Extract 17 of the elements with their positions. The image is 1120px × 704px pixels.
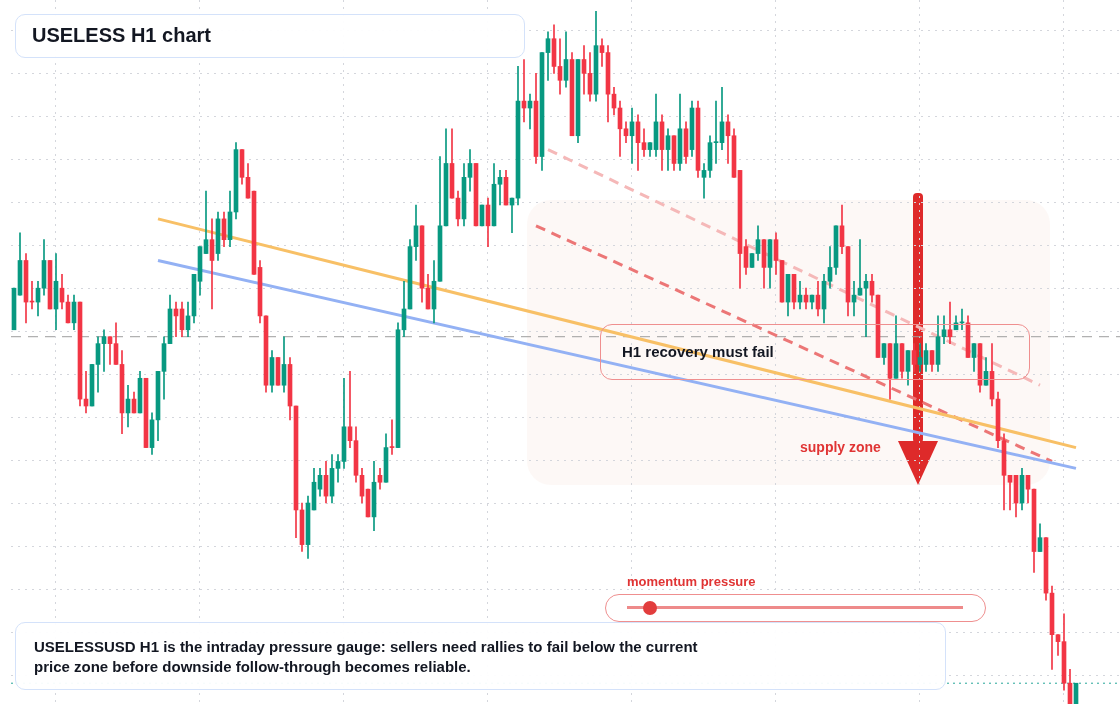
candlestick bbox=[275, 357, 281, 386]
candlestick bbox=[779, 260, 785, 303]
candlestick bbox=[11, 287, 17, 331]
candlestick bbox=[365, 488, 371, 518]
annotation: supply zone bbox=[800, 439, 881, 455]
candlestick bbox=[143, 377, 149, 448]
candlestick bbox=[47, 260, 53, 310]
annotation: momentum pressure bbox=[627, 574, 756, 589]
candlestick bbox=[473, 163, 479, 227]
candlestick bbox=[1073, 682, 1079, 704]
text: USELESS H1 chart bbox=[32, 24, 211, 47]
candlestick bbox=[875, 294, 881, 358]
candlestick bbox=[479, 204, 485, 227]
annotation: USELESSUSD H1 is the intraday pressure gauge: sellers need rallies to fail below the current price zone before downside follow-through becomes reliable. bbox=[34, 637, 699, 677]
candlestick bbox=[89, 364, 95, 407]
candlestick bbox=[749, 253, 755, 268]
candlestick bbox=[251, 190, 257, 275]
